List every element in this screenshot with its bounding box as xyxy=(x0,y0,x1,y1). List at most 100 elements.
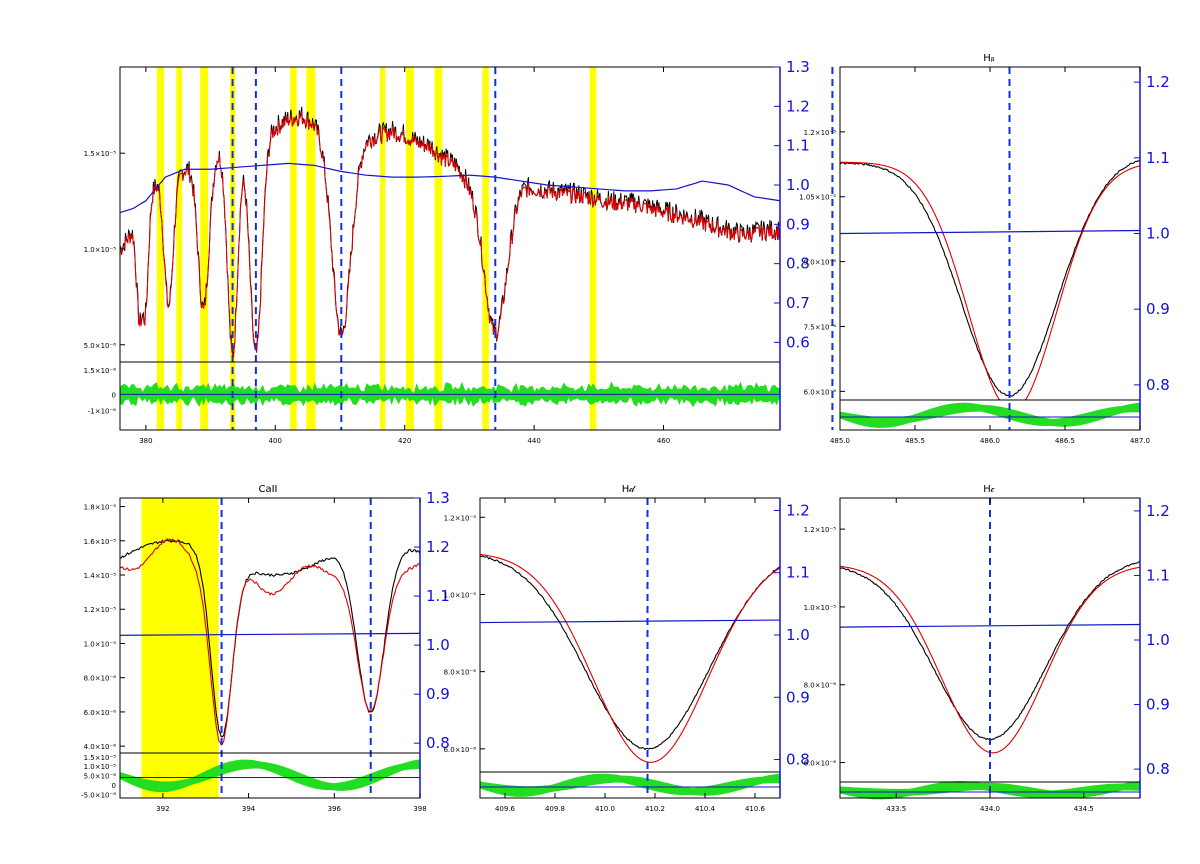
caii-y-tick-label: 1.2×10⁻⁵ xyxy=(84,606,117,614)
hgamma-y-tick-label: 1.0×10⁻⁵ xyxy=(804,604,837,612)
overview-mask-band xyxy=(290,67,297,430)
hdelta-right-tick-label: 0.8 xyxy=(786,751,810,769)
hbeta-right-tick-label: 1.0 xyxy=(1146,225,1170,243)
hdelta-x-tick-label: 409.8 xyxy=(545,805,565,813)
caii-right-tick-label: 0.9 xyxy=(426,685,450,703)
hgamma-right-tick-label: 1.1 xyxy=(1146,566,1170,584)
hbeta-panel: 485.0 485.5 486.0 486.5 487.0 6.0×10⁻⁶ 7.5×10⁻… xyxy=(799,66,1170,445)
hbeta-x-tick-label: 487.0 xyxy=(1130,437,1150,445)
hdelta-x-tick-label: 410.6 xyxy=(745,805,766,813)
overview-right-tick-label: 0.8 xyxy=(786,255,810,273)
overview-mask-band xyxy=(482,67,489,430)
hbeta-right-tick-label: 1.1 xyxy=(1146,149,1170,167)
overview-mask-band xyxy=(380,67,386,430)
hgamma-continuum-series xyxy=(839,623,1141,628)
hbeta-continuum-series xyxy=(839,229,1141,235)
caii-y-tick-label: 8.0×10⁻⁶ xyxy=(84,675,117,683)
overview-y-tick-label: 1.0×10⁻⁵ xyxy=(84,246,117,254)
hbeta-observed-series xyxy=(839,159,1141,397)
overview-continuum-series xyxy=(119,162,781,214)
hdelta-y-tick-label: 1.2×10⁻⁵ xyxy=(444,514,477,522)
hbeta-x-tick-label: 486.0 xyxy=(980,437,1000,445)
hdelta-panel: 409.6 409.8 410.0 410.2 410.4 410.6 6.0×10⁻⁶ 8.… xyxy=(444,497,810,813)
hbeta-x-tick-label: 485.0 xyxy=(830,437,850,445)
overview-mask-band xyxy=(589,67,595,430)
caii-y-tick-label: 1.6×10⁻⁵ xyxy=(84,538,117,546)
hdelta-right-tick-label: 1.2 xyxy=(786,501,810,519)
caii-observed-series xyxy=(119,539,421,738)
hgamma-right-tick-label: 1.2 xyxy=(1146,502,1170,520)
overview-right-tick-label: 1.1 xyxy=(786,137,810,155)
hbeta-y-tick-label: 1.05×10⁻⁵ xyxy=(799,194,836,202)
panel-title-hgamma: H𝒸 xyxy=(983,484,995,495)
hbeta-x-tick-label: 485.5 xyxy=(905,437,925,445)
caii-y-tick-label: 1.4×10⁻⁵ xyxy=(84,572,117,580)
hdelta-y-tick-label: 1.0×10⁻⁵ xyxy=(444,591,477,599)
hbeta-right-tick-label: 0.9 xyxy=(1146,300,1170,318)
hgamma-panel: 433.5 434.0 434.5 6.0×10⁻⁶ 8.0×10⁻⁶ 1.0×10⁻⁵ 1… xyxy=(804,497,1170,813)
hbeta-x-tick-label: 486.5 xyxy=(1055,437,1075,445)
hdelta-x-tick-label: 410.4 xyxy=(695,805,716,813)
hdelta-frame xyxy=(479,497,781,799)
overview-resid-tick-label: -1×10⁻⁶ xyxy=(88,408,116,416)
caii-y-tick-label: 1.8×10⁻⁵ xyxy=(84,504,117,512)
panel-title-hdelta: H𝒹 xyxy=(622,484,637,495)
caii-resid-tick-label: 1.0×10⁻⁵ xyxy=(84,763,117,771)
overview-x-tick-label: 420 xyxy=(398,437,411,445)
panel-title-caii: CaII xyxy=(258,484,277,495)
caii-right-tick-label: 1.2 xyxy=(426,538,450,556)
hgamma-right-tick-label: 0.8 xyxy=(1146,760,1170,778)
hgamma-right-tick-label: 0.9 xyxy=(1146,696,1170,714)
overview-x-tick-label: 380 xyxy=(139,437,152,445)
overview-mask-band xyxy=(406,67,414,430)
caii-resid-tick-label: 1.5×10⁻⁵ xyxy=(84,754,117,762)
hgamma-x-tick-label: 433.5 xyxy=(886,805,906,813)
hgamma-y-tick-label: 1.2×10⁻⁵ xyxy=(804,526,837,534)
overview-x-tick-label: 400 xyxy=(269,437,282,445)
hdelta-x-tick-label: 409.6 xyxy=(495,805,516,813)
hdelta-right-tick-label: 1.1 xyxy=(786,564,810,582)
hdelta-y-tick-label: 8.0×10⁻⁶ xyxy=(444,669,477,677)
hbeta-right-tick-label: 0.8 xyxy=(1146,376,1170,394)
hdelta-x-tick-label: 410.0 xyxy=(595,805,615,813)
caii-mask-band xyxy=(141,498,219,798)
overview-right-tick-label: 0.7 xyxy=(786,294,810,312)
hdelta-model-series xyxy=(479,553,781,763)
hbeta-model-series xyxy=(839,161,1141,401)
overview-frame xyxy=(119,66,781,431)
overview-observed-series xyxy=(119,106,780,358)
hdelta-x-tick-label: 410.2 xyxy=(645,805,665,813)
caii-y-tick-label: 4.0×10⁻⁶ xyxy=(84,743,117,751)
caii-resid-tick-label: -5.0×10⁻⁶ xyxy=(81,791,116,799)
hgamma-x-tick-label: 434.5 xyxy=(1074,805,1094,813)
hbeta-residual-band xyxy=(839,402,1141,428)
hdelta-continuum-series xyxy=(479,619,781,624)
hdelta-right-tick-label: 0.9 xyxy=(786,688,810,706)
caii-resid-tick-label: 5.0×10⁻⁶ xyxy=(84,773,117,781)
hbeta-y-tick-label: 1.2×10⁻⁵ xyxy=(804,129,837,137)
overview-panel: 380 400 420 440 460 5.0×10⁻⁶ 1.0×10⁻⁵ 1.5×10⁻⁵ 1… xyxy=(84,58,834,445)
caii-right-tick-label: 1.0 xyxy=(426,636,450,654)
caii-right-tick-label: 1.3 xyxy=(426,489,450,507)
caii-resid-tick-label: 0 xyxy=(112,782,116,790)
hdelta-y-tick-label: 6.0×10⁻⁶ xyxy=(444,746,477,754)
overview-right-tick-label: 1.2 xyxy=(786,97,810,115)
hdelta-observed-series xyxy=(479,555,781,751)
overview-y-tick-label: 5.0×10⁻⁶ xyxy=(84,342,117,350)
hdelta-residual-band xyxy=(479,773,781,797)
caii-right-tick-label: 0.8 xyxy=(426,734,450,752)
hbeta-y-tick-label: 7.5×10⁻⁶ xyxy=(804,323,837,331)
overview-right-tick-label: 0.9 xyxy=(786,215,810,233)
overview-mask-band xyxy=(434,67,443,430)
overview-right-tick-label: 1.3 xyxy=(786,58,810,76)
overview-model-series xyxy=(119,111,780,358)
caii-x-tick-label: 398 xyxy=(413,805,426,813)
hbeta-right-tick-label: 1.2 xyxy=(1146,73,1170,91)
overview-mask-band xyxy=(176,67,183,430)
caii-x-tick-label: 396 xyxy=(328,805,342,813)
overview-mask-band xyxy=(156,67,164,430)
overview-resid-tick-label: 0 xyxy=(112,391,116,399)
panel-title-hbeta: Hᵦ xyxy=(983,53,995,64)
